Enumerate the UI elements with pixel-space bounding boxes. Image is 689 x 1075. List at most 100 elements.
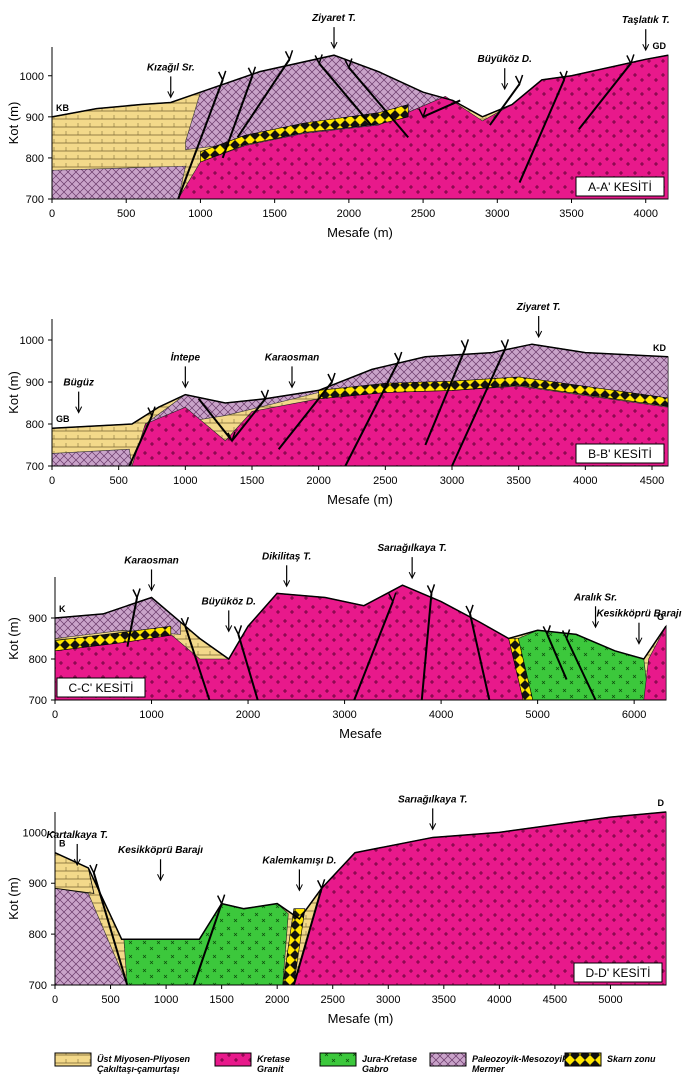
x-tick-label: 3500: [506, 475, 530, 487]
x-tick-label: 0: [49, 208, 55, 220]
marble: [52, 166, 186, 199]
y-axis-label: Kot (m): [6, 877, 21, 920]
fault-arrow: [90, 864, 97, 873]
gabbro: [518, 630, 648, 700]
legend-label: Granit: [257, 1064, 285, 1074]
y-tick-label: 700: [29, 980, 47, 992]
end-label: GB: [56, 414, 70, 424]
gabbro: [124, 904, 288, 985]
y-axis-label: Kot (m): [6, 371, 21, 414]
x-axis-label: Mesafe (m): [327, 225, 393, 240]
y-tick-label: 800: [26, 153, 44, 165]
annotation: Dikilitaş T.: [262, 551, 311, 562]
x-tick-label: 4500: [543, 994, 567, 1006]
x-axis-label: Mesafe: [339, 726, 382, 741]
y-tick-label: 900: [29, 613, 47, 625]
fault-arrow: [261, 390, 268, 399]
x-tick-label: 1500: [209, 994, 233, 1006]
annotation: Karaosman: [265, 352, 319, 363]
x-axis-label: Mesafe (m): [328, 1011, 394, 1026]
fault-arrow: [285, 50, 292, 59]
sediment: [55, 853, 94, 894]
fault-arrow: [219, 71, 226, 80]
x-tick-label: 4000: [633, 208, 657, 220]
x-tick-label: 500: [101, 994, 119, 1006]
x-tick-label: 3000: [332, 709, 356, 721]
x-tick-label: 3000: [376, 994, 400, 1006]
annotation: Kesikköprü Barajı: [596, 609, 681, 620]
annotation: Kesikköprü Barajı: [118, 845, 203, 856]
x-tick-label: 4000: [429, 709, 453, 721]
legend-swatch: [320, 1053, 356, 1066]
x-tick-label: 500: [109, 475, 127, 487]
annotation: İntepe: [171, 350, 201, 363]
x-axis-label: Mesafe (m): [327, 492, 393, 507]
legend-label: Gabro: [362, 1064, 389, 1074]
x-tick-label: 6000: [622, 709, 646, 721]
fault-arrow: [461, 339, 468, 348]
x-tick-label: 3500: [559, 208, 583, 220]
y-tick-label: 900: [29, 878, 47, 890]
legend-swatch: [565, 1053, 601, 1066]
x-tick-label: 0: [49, 475, 55, 487]
y-axis-label: Kot (m): [6, 102, 21, 145]
x-tick-label: 2000: [265, 994, 289, 1006]
legend-label: Jura-Kretase: [362, 1054, 417, 1064]
legend-label: Skarn zonu: [607, 1054, 656, 1064]
x-tick-label: 0: [52, 709, 58, 721]
fault-arrow: [328, 373, 335, 382]
x-tick-label: 2000: [337, 208, 361, 220]
y-tick-label: 1000: [20, 71, 44, 83]
x-tick-label: 2000: [236, 709, 260, 721]
end-label: GD: [653, 41, 667, 51]
annotation: Kızağıl Sr.: [147, 62, 195, 73]
x-tick-label: 2500: [320, 994, 344, 1006]
section-title: C-C' KESİTİ: [69, 681, 134, 695]
x-tick-label: 3500: [432, 994, 456, 1006]
annotation: Sarıağılkaya T.: [377, 543, 446, 554]
x-tick-label: 4000: [487, 994, 511, 1006]
annotation: Karaosman: [124, 555, 178, 566]
y-tick-label: 1000: [23, 827, 47, 839]
legend-label: Çakıltaşı-çamurtaşı: [97, 1064, 180, 1074]
fault-arrow: [133, 589, 140, 598]
fault-arrow: [466, 605, 473, 614]
end-label: KD: [653, 343, 666, 353]
annotation: Büyüköz D.: [202, 596, 256, 607]
y-tick-label: 700: [29, 695, 47, 707]
fault-arrow: [234, 625, 241, 634]
y-tick-label: 700: [26, 461, 44, 473]
annotation: Sarıağılkaya T.: [398, 794, 467, 805]
legend-label: Mermer: [472, 1064, 505, 1074]
x-tick-label: 1000: [173, 475, 197, 487]
fault-arrow: [516, 75, 523, 84]
x-tick-label: 1500: [262, 208, 286, 220]
y-tick-label: 700: [26, 194, 44, 206]
end-label: D: [658, 798, 665, 808]
figure: 0 500 1000 1500 2000 2500 3000 3500 4000 700 800 90…: [0, 0, 689, 1075]
y-tick-label: 900: [26, 377, 44, 389]
x-tick-label: 2000: [306, 475, 330, 487]
x-tick-label: 5000: [525, 709, 549, 721]
x-tick-label: 500: [117, 208, 135, 220]
legend-label: Paleozoyik-Mesozoyik: [472, 1054, 568, 1064]
x-tick-label: 1500: [240, 475, 264, 487]
fault-arrow: [218, 895, 225, 904]
y-tick-label: 800: [26, 419, 44, 431]
end-label: K: [59, 604, 66, 614]
x-tick-label: 0: [52, 994, 58, 1006]
section-title: B-B' KESİTİ: [588, 447, 652, 461]
legend-label: Kretase: [257, 1054, 290, 1064]
fault-arrow: [501, 339, 508, 348]
x-tick-label: 2500: [373, 475, 397, 487]
annotation: Kalemkamışı D.: [262, 855, 336, 866]
x-tick-label: 1000: [139, 709, 163, 721]
x-tick-label: 3000: [440, 475, 464, 487]
x-tick-label: 5000: [598, 994, 622, 1006]
x-tick-label: 4000: [573, 475, 597, 487]
end-label: KB: [56, 103, 69, 113]
annotation: Büyüköz D.: [477, 54, 531, 65]
fault-arrow: [427, 584, 434, 593]
annotation: Aralık Sr.: [573, 592, 617, 603]
y-tick-label: 800: [29, 654, 47, 666]
